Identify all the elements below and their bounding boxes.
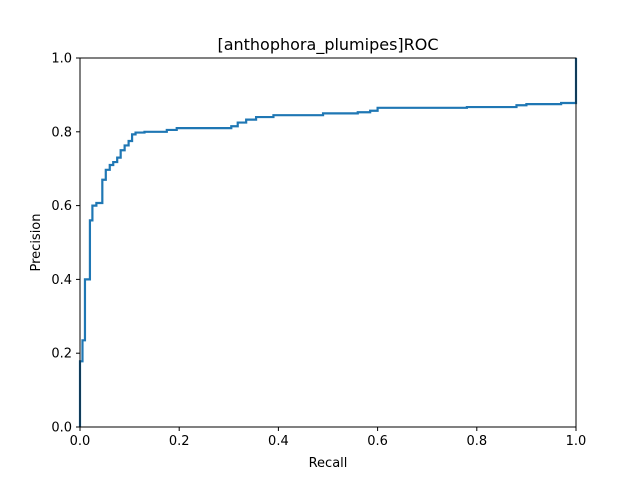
x-tick-label: 0.0 — [70, 434, 91, 449]
x-tick-label: 0.4 — [268, 434, 289, 449]
x-tick-label: 1.0 — [566, 434, 587, 449]
plot-area — [78, 57, 578, 428]
x-axis: 0.0 0.2 0.4 0.6 0.8 1.0 — [70, 427, 587, 449]
y-axis: 0.0 0.2 0.4 0.6 0.8 1.0 — [51, 52, 80, 436]
x-tick-label: 0.6 — [367, 434, 388, 449]
y-tick-label: 0.2 — [51, 347, 72, 362]
y-tick-label: 0.6 — [51, 199, 72, 214]
y-axis-label: Precision — [29, 213, 44, 271]
x-tick-label: 0.2 — [169, 434, 190, 449]
chart-title: [anthophora_plumipes]ROC — [217, 35, 438, 55]
y-tick-label: 0.8 — [51, 125, 72, 140]
y-tick-label: 0.4 — [51, 273, 72, 288]
x-axis-label: Recall — [309, 456, 348, 471]
plot-frame — [79, 57, 577, 428]
y-tick-label: 0.0 — [51, 421, 72, 436]
y-tick-label: 1.0 — [51, 52, 72, 67]
precision-recall-line — [78, 58, 578, 427]
x-tick-label: 0.8 — [466, 434, 487, 449]
